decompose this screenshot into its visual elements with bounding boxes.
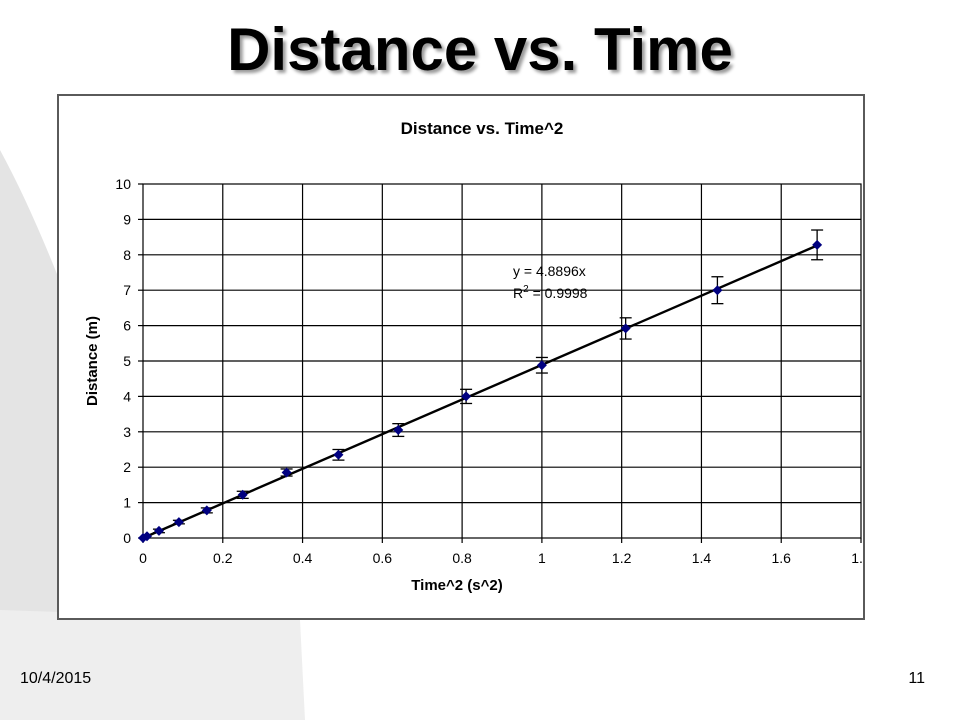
data-point [461, 391, 472, 402]
y-tick-label: 9 [123, 211, 131, 227]
y-tick-label: 4 [123, 388, 131, 404]
y-axis-label: Distance (m) [84, 316, 101, 406]
chart-frame: 0 0.2 0.4 0.6 0.8 1 1.2 1.4 1.6 1.8 0 1 2 3 4 5 6 7 8 9 10 Di… [57, 94, 865, 620]
x-axis-label: Time^2 (s^2) [411, 577, 502, 594]
y-tick-label: 10 [115, 176, 131, 192]
x-tick-label: 0.2 [213, 550, 233, 566]
r-squared-label: R2 = 0.9998 [513, 284, 588, 301]
x-tick-label: 1.2 [612, 550, 632, 566]
footer-date: 10/4/2015 [20, 670, 92, 687]
x-tick-label: 0.8 [452, 550, 472, 566]
data-point [620, 323, 631, 334]
data-point [141, 531, 152, 542]
y-tick-label: 3 [123, 424, 131, 440]
y-tick-label: 1 [123, 495, 131, 511]
y-tick-label: 8 [123, 247, 131, 263]
data-point [812, 239, 823, 250]
data-point [712, 285, 723, 296]
x-tick-label: 0 [139, 550, 147, 566]
x-tick-label: 1.8 [851, 550, 863, 566]
x-tick-label: 1.6 [771, 550, 791, 566]
x-tick-label: 0.6 [373, 550, 393, 566]
scatter-chart: 0 0.2 0.4 0.6 0.8 1 1.2 1.4 1.6 1.8 0 1 2 3 4 5 6 7 8 9 10 Di… [84, 119, 863, 594]
data-point [153, 525, 164, 536]
data-point [237, 489, 248, 500]
data-point [393, 425, 404, 436]
chart-title: Distance vs. Time^2 [401, 119, 564, 138]
trendline [142, 244, 818, 540]
page-number: 11 [908, 670, 925, 687]
y-tick-label: 7 [123, 282, 131, 298]
slide-title: Distance vs. Time [227, 16, 733, 83]
data-point [333, 449, 344, 460]
trendline-equation: y = 4.8896x [513, 263, 586, 279]
y-tick-label: 5 [123, 353, 131, 369]
x-tick-label: 0.4 [293, 550, 313, 566]
data-point [281, 467, 292, 478]
data-point [536, 360, 547, 371]
data-point [173, 517, 184, 528]
data-point [201, 505, 212, 516]
y-tick-label: 2 [123, 459, 131, 475]
y-tick-label: 0 [123, 530, 131, 546]
y-tick-label: 6 [123, 318, 131, 334]
x-tick-label: 1 [538, 550, 546, 566]
x-tick-label: 1.4 [692, 550, 712, 566]
